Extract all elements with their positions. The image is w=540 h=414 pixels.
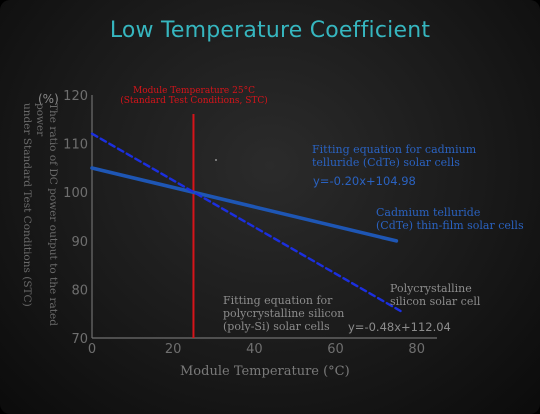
x-tick-label: 60 — [327, 342, 344, 357]
x-axis-label: Module Temperature (°C) — [180, 364, 350, 379]
y-tick-label: 80 — [71, 283, 88, 298]
y-tick-label: 90 — [71, 235, 88, 250]
x-tick-label: 40 — [246, 342, 263, 357]
x-tick-label: 0 — [88, 342, 96, 357]
axes — [91, 95, 437, 339]
poly-equation: y=-0.48x+112.04 — [348, 320, 451, 334]
y-axis-unit: (%) — [38, 92, 59, 106]
tick-labels: 0 20 40 60 80 70 80 90 100 110 120 — [63, 89, 425, 357]
y-tick-label: 100 — [63, 186, 88, 201]
stray-dot-marker — [215, 159, 217, 161]
cdte-series-line — [90, 166, 399, 243]
cdte-equation: y=-0.20x+104.98 — [313, 174, 416, 188]
poly-series-label: Polycrystalline silicon solar cell — [390, 282, 481, 308]
x-tick-label: 20 — [165, 342, 182, 357]
chart-title: Low Temperature Coefficient — [109, 18, 431, 43]
y-tick-label: 110 — [63, 138, 88, 153]
y-tick-label: 70 — [71, 332, 88, 347]
cdte-fit-label: Fitting equation for cadmium telluride (… — [312, 143, 477, 169]
poly-si-series-line — [90, 132, 402, 313]
series-group — [90, 132, 402, 313]
y-tick-label: 120 — [63, 89, 88, 104]
x-tick-label: 80 — [408, 342, 425, 357]
cdte-series-label: Cadmium telluride (CdTe) thin-film solar… — [376, 206, 524, 232]
stc-annotation: Module Temperature 25°C (Standard Test C… — [120, 86, 268, 106]
poly-fit-label: Fitting equation for polycrystalline sil… — [223, 294, 345, 333]
